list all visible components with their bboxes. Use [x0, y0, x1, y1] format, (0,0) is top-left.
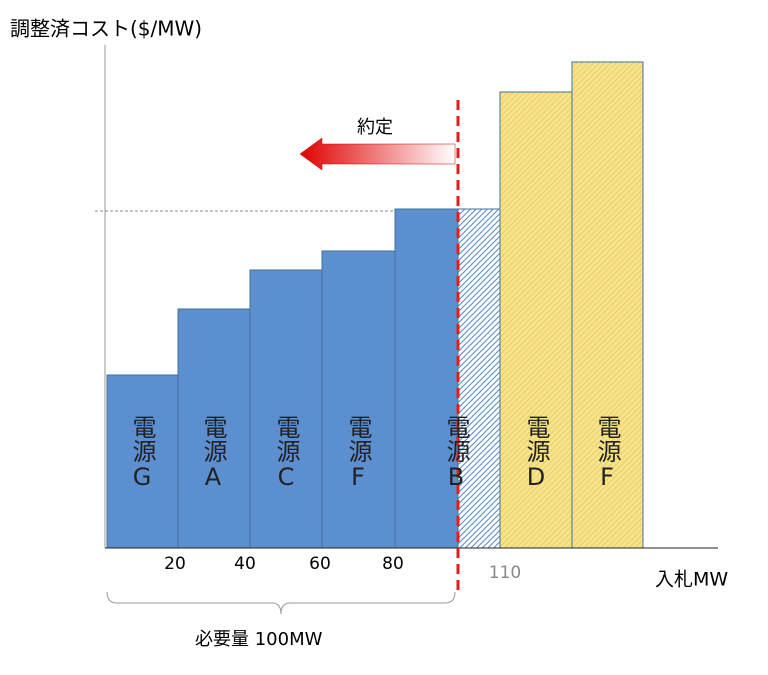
bar [499, 91, 573, 549]
requirement: 必要量 100MW [195, 629, 323, 650]
tick-label: 60 [309, 554, 331, 574]
source-label: 電源D [522, 415, 550, 491]
source-label: 電源B [442, 415, 470, 491]
source-label: 電源F [593, 415, 621, 491]
source-label: 電源F [344, 415, 372, 491]
bar [571, 61, 644, 549]
bar [394, 208, 459, 549]
bar [249, 269, 323, 549]
source-label: 電源G [128, 415, 156, 491]
tick-label: 40 [234, 554, 256, 574]
bar [106, 374, 179, 549]
bar [177, 308, 251, 549]
bar [321, 250, 396, 549]
source-label: 電源C [272, 415, 300, 491]
tick-label: 20 [164, 554, 186, 574]
tick-label: 80 [382, 554, 404, 574]
annotation: 約定 [357, 117, 393, 138]
x-axis-label: 入札MW [655, 569, 728, 591]
tick-label: 110 [489, 563, 521, 583]
source-label: 電源A [199, 415, 227, 491]
bar-excess [457, 208, 501, 549]
brace [106, 591, 456, 615]
arrow [299, 137, 456, 171]
title: 調整済コスト($/MW) [10, 17, 202, 41]
